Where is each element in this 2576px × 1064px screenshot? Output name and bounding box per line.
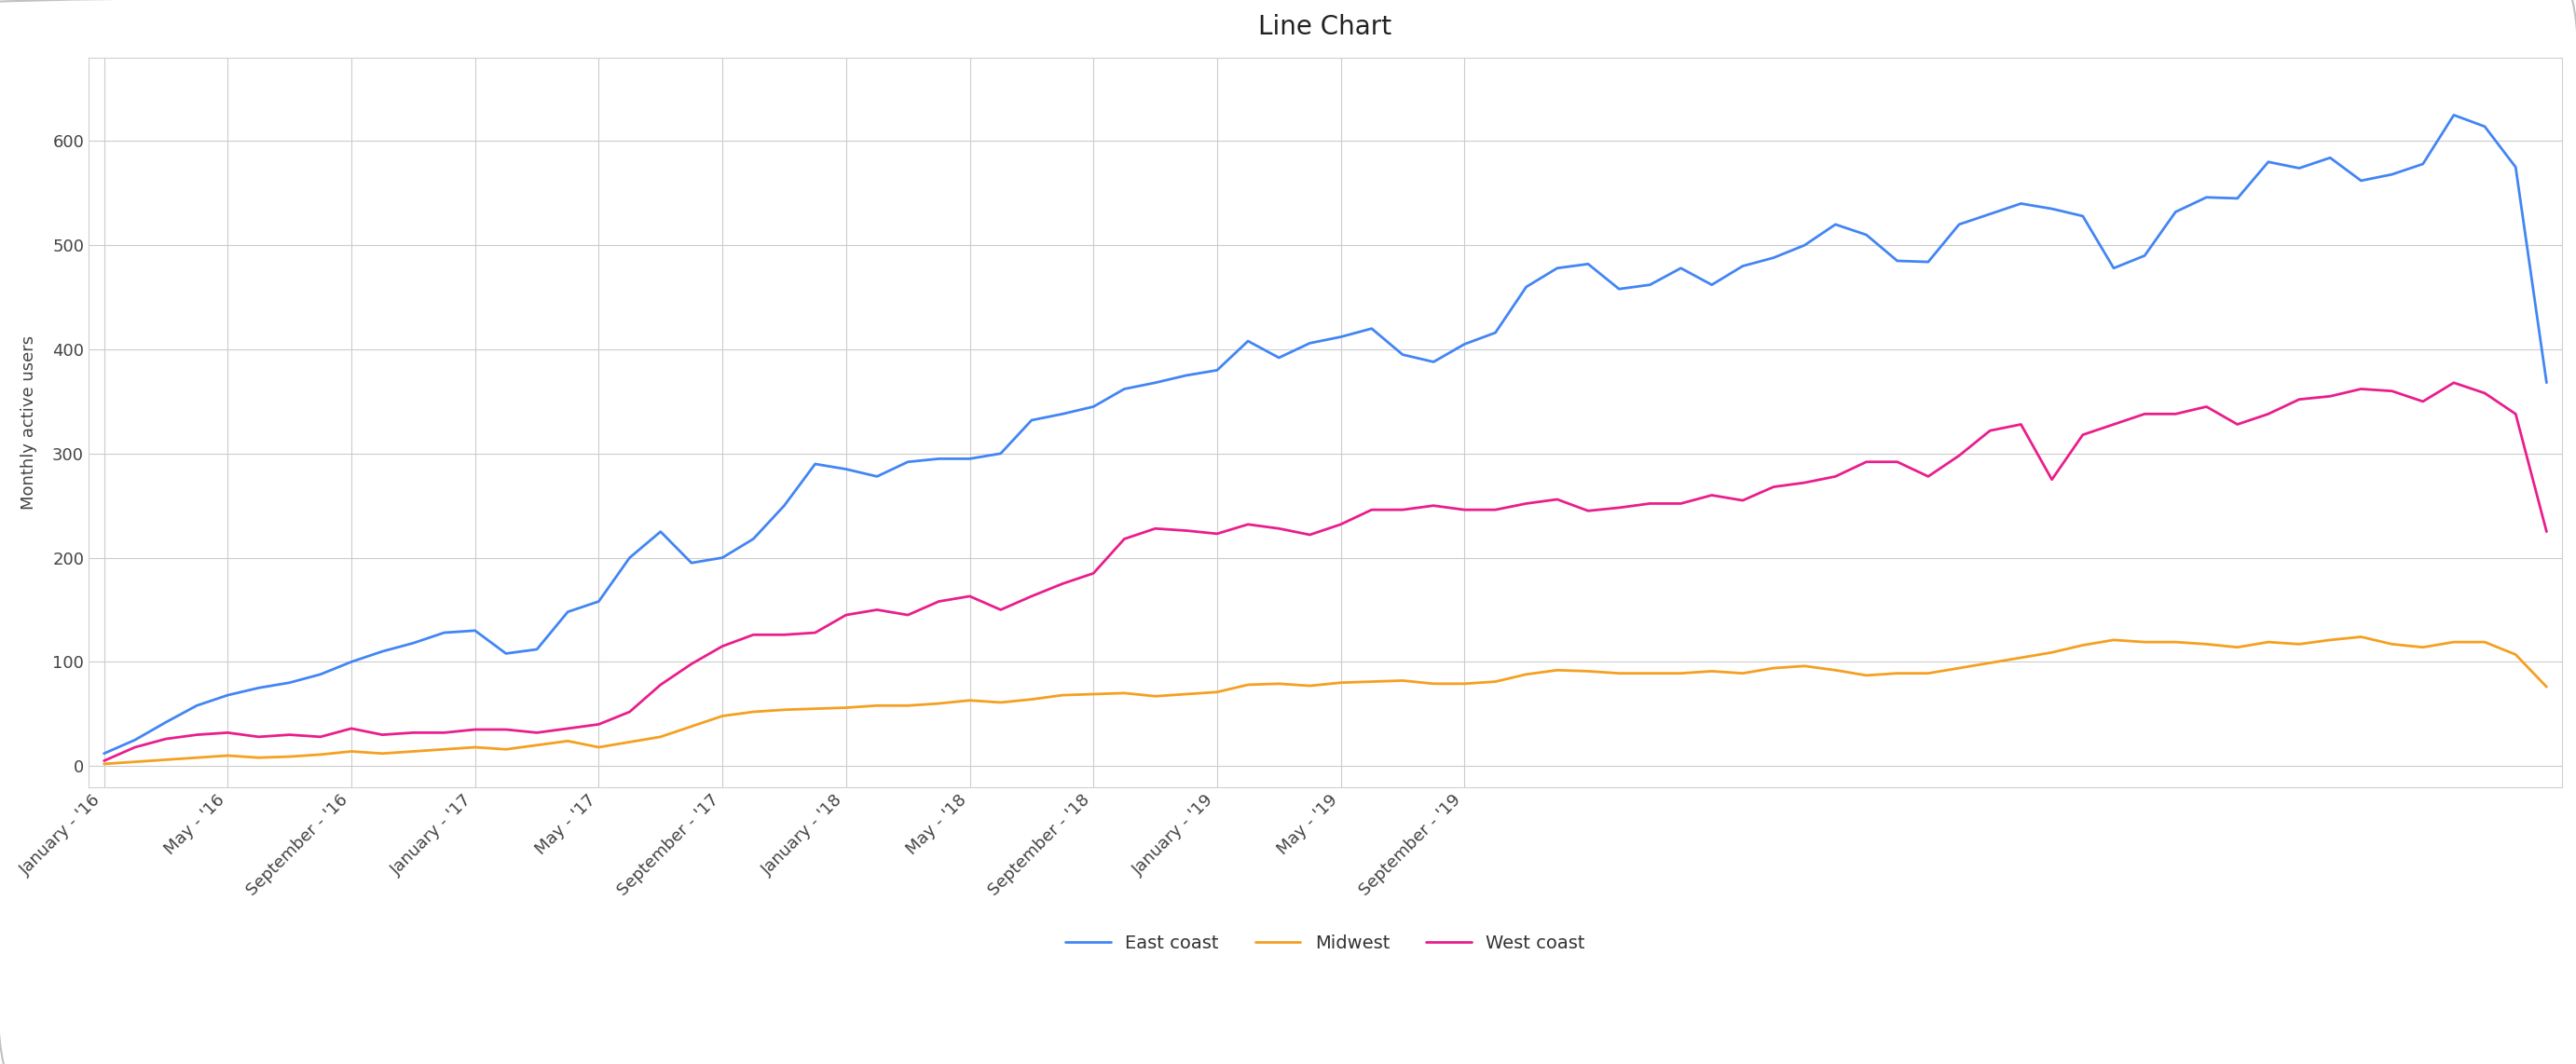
Legend: East coast, Midwest, West coast: East coast, Midwest, West coast (1059, 927, 1592, 960)
Midwest (1170, 687, 1200, 700)
West coast (2254, 408, 2285, 420)
West coast (1759, 481, 1790, 494)
East coast (88, 747, 118, 760)
Y-axis label: Monthly active users: Monthly active users (21, 335, 36, 510)
Midwest (2347, 631, 2378, 644)
West coast (1170, 525, 1200, 537)
East coast (1667, 262, 1698, 275)
Midwest (88, 758, 118, 770)
West coast (2439, 377, 2470, 389)
Line: East coast: East coast (103, 115, 2548, 753)
East coast (2532, 377, 2563, 389)
Midwest (1571, 665, 1602, 678)
East coast (1540, 262, 1571, 275)
Line: Midwest: Midwest (103, 637, 2548, 764)
Title: Line Chart: Line Chart (1260, 14, 1391, 40)
Midwest (1667, 667, 1698, 680)
East coast (1759, 251, 1790, 264)
Midwest (1540, 664, 1571, 677)
Midwest (2532, 681, 2563, 694)
Midwest (1759, 662, 1790, 675)
West coast (1667, 497, 1698, 510)
West coast (88, 754, 118, 767)
West coast (2532, 526, 2563, 538)
East coast (1571, 257, 1602, 270)
East coast (2254, 155, 2285, 168)
East coast (1170, 369, 1200, 382)
East coast (2439, 109, 2470, 121)
West coast (1540, 493, 1571, 505)
West coast (1571, 504, 1602, 517)
Midwest (2254, 635, 2285, 648)
Line: West coast: West coast (103, 383, 2548, 761)
